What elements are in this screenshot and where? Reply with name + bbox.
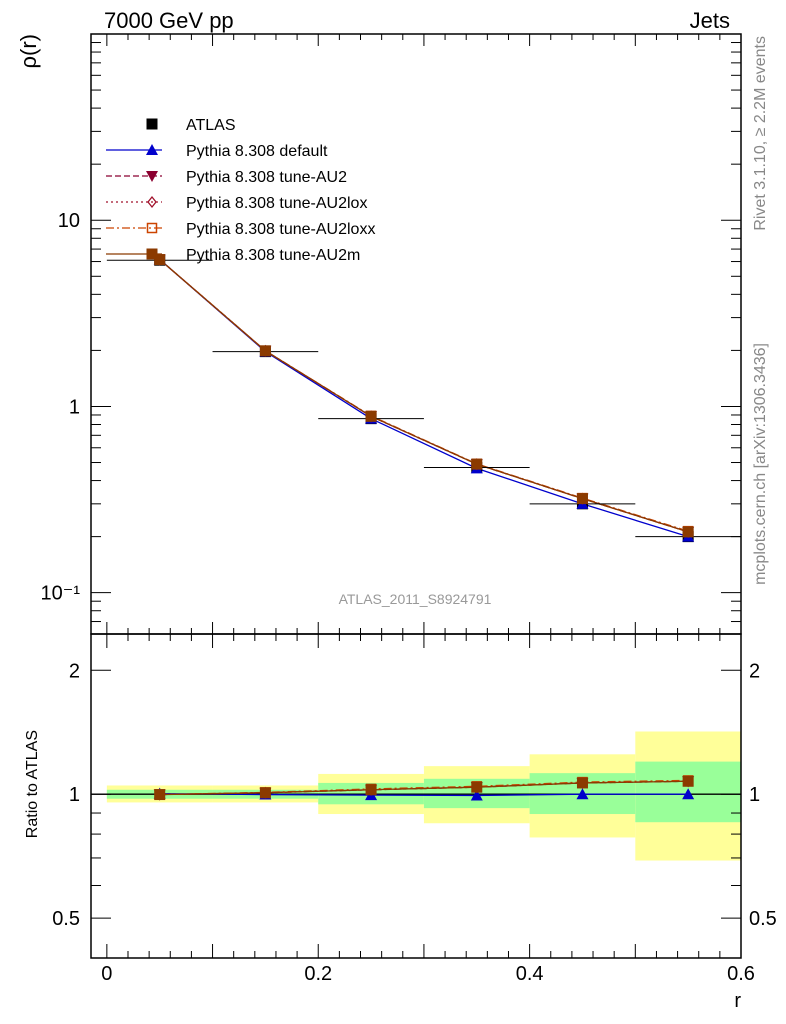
ratio-marker-default [682, 788, 695, 800]
legend-label-default: Pythia 8.308 default [186, 143, 328, 160]
legend-label-atlas: ATLAS [186, 117, 236, 134]
legend-marker-au2 [146, 171, 158, 182]
legend: ATLAS Pythia 8.308 default Pythia 8.308 … [106, 117, 375, 264]
x-tick-label-0.6: 0.6 [727, 963, 755, 985]
legend-marker-au2lox [147, 195, 157, 209]
y-tick-label-10: 10 [58, 210, 80, 232]
main-y-tick-labels: 10⁻¹ 1 10 [41, 210, 81, 604]
x-tick-labels: 0 0.2 0.4 0.6 [101, 963, 755, 985]
header-left: 7000 GeV pp [104, 8, 234, 33]
legend-label-au2: Pythia 8.308 tune-AU2 [186, 169, 347, 186]
x-tick-label-0.2: 0.2 [304, 963, 332, 985]
ratio-line-default [159, 793, 689, 797]
legend-marker-default [146, 144, 158, 155]
ratio-marker-au2m [682, 775, 694, 787]
ratio-line-au2m [159, 780, 689, 796]
marker-au2m [154, 254, 166, 266]
marker-au2m [576, 493, 588, 505]
x-axis-label: r [734, 990, 741, 1012]
ratio-y-tick-labels-right: 0.5 1 2 [749, 660, 777, 930]
marker-au2m [682, 526, 694, 538]
marker-au2m [259, 345, 271, 357]
legend-marker-au2m [146, 248, 158, 260]
legend-marker-atlas [146, 118, 158, 130]
ratio-marker-default [576, 788, 589, 800]
rivet-version-label: Rivet 3.1.10, ≥ 2.2M events [752, 36, 769, 231]
ratio-series-markers [153, 775, 695, 801]
ratio-series-lines [159, 779, 689, 797]
header-right: Jets [690, 8, 730, 33]
ratio-marker-au2m [154, 789, 166, 801]
ratio-y-axis-label: Ratio to ATLAS [24, 730, 41, 838]
x-tick-label-0: 0 [101, 963, 112, 985]
y-tick-label-1: 1 [69, 396, 80, 418]
legend-markers [106, 118, 162, 260]
main-panel: 10⁻¹ 1 10 ρ(r) ATLAS_2011_S8924791 ATLAS… [16, 33, 742, 635]
x-tick-label-0.4: 0.4 [516, 963, 544, 985]
ratio-y-tick-label-right-1: 1 [749, 784, 760, 806]
ratio-frame [90, 633, 742, 959]
marker-au2m [365, 410, 377, 422]
ratio-y-tick-label-1: 1 [69, 784, 80, 806]
marker-au2m [471, 458, 483, 470]
ratio-y-tick-label-2: 2 [69, 660, 80, 682]
analysis-id-label: ATLAS_2011_S8924791 [339, 591, 492, 607]
ratio-marker-au2m [471, 781, 483, 793]
mcplots-label: mcplots.cern.ch [arXiv:1306.3436] [752, 343, 769, 585]
legend-label-au2lox: Pythia 8.308 tune-AU2lox [186, 195, 367, 212]
ratio-marker-au2m [365, 784, 377, 796]
ratio-panel: 0.5 1 2 0.5 1 2 0 0.2 0.4 0.6 Ratio to A… [24, 633, 777, 1012]
ratio-axis-ticks [90, 633, 742, 959]
y-tick-label-0.1: 10⁻¹ [41, 583, 81, 605]
legend-label-au2m: Pythia 8.308 tune-AU2m [186, 247, 360, 264]
ratio-y-tick-labels-left: 0.5 1 2 [52, 660, 80, 930]
ratio-y-tick-label-0.5: 0.5 [52, 908, 80, 930]
legend-marker-au2loxx [146, 222, 158, 234]
legend-label-au2loxx: Pythia 8.308 tune-AU2loxx [186, 221, 375, 238]
ratio-y-tick-label-right-0.5: 0.5 [749, 908, 777, 930]
ratio-y-tick-label-right-2: 2 [749, 660, 760, 682]
main-y-axis-label: ρ(r) [16, 34, 41, 69]
ratio-marker-au2m [259, 787, 271, 799]
ratio-marker-default [470, 789, 483, 801]
ratio-marker-au2m [576, 777, 588, 789]
main-series-markers [106, 253, 741, 543]
